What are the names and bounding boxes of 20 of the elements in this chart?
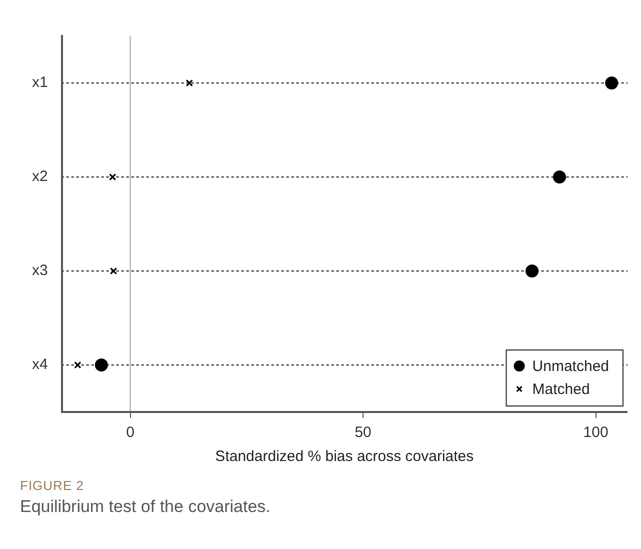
point xyxy=(605,76,618,90)
y-tick-label: x4 xyxy=(32,356,48,374)
point xyxy=(74,361,82,369)
x-tick-label: 0 xyxy=(126,424,134,442)
point xyxy=(526,264,539,278)
point xyxy=(186,79,194,87)
point xyxy=(110,267,118,275)
point xyxy=(108,173,116,181)
y-tick-label: x1 xyxy=(32,74,48,92)
x-tick-label: 100 xyxy=(583,424,608,442)
y-tick-label: x3 xyxy=(32,262,48,280)
x-tick-label: 50 xyxy=(354,424,372,442)
text: Equilibrium test of the covariates. xyxy=(20,497,270,517)
point xyxy=(552,170,566,184)
legend-label: Unmatched xyxy=(532,358,610,376)
x-axis-title: Standardized % bias across covariates xyxy=(215,448,474,466)
legend-label: Matched xyxy=(532,381,590,398)
caption: FIGURE 2 xyxy=(20,478,85,493)
point xyxy=(94,358,108,372)
y-tick-label: x2 xyxy=(32,168,48,186)
